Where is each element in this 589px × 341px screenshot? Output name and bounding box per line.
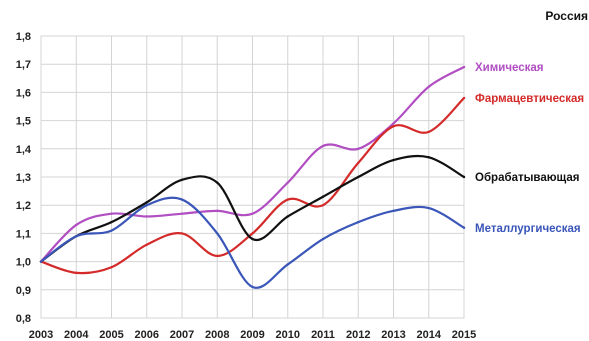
- data-point: [251, 237, 254, 241]
- y-tick-label: 1,1: [16, 228, 31, 240]
- x-tick-label: 2006: [135, 329, 159, 341]
- data-point: [251, 232, 254, 235]
- y-tick-label: 1,4: [16, 144, 32, 156]
- series-label: Фармацевтическая: [475, 93, 584, 105]
- data-point: [251, 212, 254, 215]
- x-tick-label: 2011: [311, 329, 335, 341]
- x-tick-label: 2010: [276, 329, 300, 341]
- x-tick-label: 2012: [346, 329, 370, 341]
- axes: 0,8 0,9 1,0 1,1 1,2 1,3 1,4 1,5 1,6 1,7 1,8 2003 200…: [16, 31, 477, 341]
- series-label: Металлургическая: [475, 223, 581, 235]
- series-lines: [39, 65, 466, 289]
- data-point: [145, 243, 148, 246]
- data-point: [75, 271, 78, 275]
- data-point: [110, 212, 113, 215]
- data-point: [110, 220, 113, 224]
- data-point: [321, 144, 325, 148]
- x-tick-label: 2009: [240, 329, 264, 341]
- series-label: Обрабатывающая: [475, 172, 580, 184]
- data-point: [216, 232, 219, 235]
- data-point: [321, 204, 325, 207]
- data-point: [75, 235, 78, 238]
- y-tick-label: 1,5: [16, 116, 31, 128]
- data-point: [427, 130, 430, 134]
- data-point: [357, 161, 360, 165]
- data-point: [145, 215, 148, 218]
- data-point: [462, 226, 466, 229]
- data-point: [110, 266, 113, 269]
- data-point: [216, 254, 219, 258]
- chart-title: Россия: [545, 9, 588, 23]
- data-point: [286, 215, 289, 218]
- x-tick-label: 2013: [381, 329, 405, 341]
- y-tick-label: 0,9: [16, 285, 31, 297]
- data-point: [357, 175, 360, 179]
- data-point: [392, 122, 395, 125]
- data-point: [427, 206, 430, 210]
- data-point: [75, 223, 78, 227]
- x-tick-label: 2015: [452, 329, 476, 341]
- x-tick-label: 2005: [99, 329, 123, 341]
- y-tick-label: 0,8: [16, 313, 31, 325]
- data-point: [427, 156, 430, 159]
- data-point: [145, 204, 148, 207]
- x-tick-label: 2007: [170, 329, 194, 341]
- data-point: [110, 229, 113, 232]
- data-point: [180, 232, 184, 235]
- data-point: [392, 209, 395, 213]
- data-point: [427, 85, 430, 88]
- data-point: [392, 158, 395, 162]
- x-tick-label: 2003: [29, 329, 53, 341]
- data-point: [180, 198, 184, 201]
- data-point: [251, 285, 254, 289]
- data-point: [462, 96, 466, 100]
- data-point: [39, 260, 43, 263]
- data-point: [216, 181, 219, 184]
- data-point: [216, 209, 219, 213]
- x-tick-label: 2004: [64, 329, 89, 341]
- y-tick-label: 1,2: [16, 200, 31, 212]
- series-labels: Химическая Фармацевтическая Обрабатывающая…: [475, 62, 584, 235]
- data-point: [357, 147, 360, 150]
- y-tick-label: 1,7: [16, 59, 31, 71]
- data-point: [357, 220, 360, 224]
- y-tick-label: 1,3: [16, 172, 31, 184]
- series-label: Химическая: [475, 62, 544, 74]
- data-point: [462, 65, 466, 69]
- x-tick-label: 2014: [417, 329, 442, 341]
- data-point: [392, 125, 395, 128]
- data-point: [286, 181, 289, 184]
- data-point: [180, 212, 184, 215]
- data-point: [321, 195, 325, 198]
- data-point: [145, 201, 148, 204]
- grid: [40, 35, 465, 319]
- data-point: [286, 198, 289, 201]
- x-tick-label: 2008: [205, 329, 229, 341]
- data-point: [286, 263, 289, 266]
- y-tick-label: 1,8: [16, 31, 31, 43]
- data-point: [321, 237, 325, 241]
- data-point: [180, 178, 184, 182]
- data-point: [462, 175, 466, 179]
- y-tick-label: 1,6: [16, 87, 31, 99]
- y-tick-label: 1,0: [16, 257, 31, 269]
